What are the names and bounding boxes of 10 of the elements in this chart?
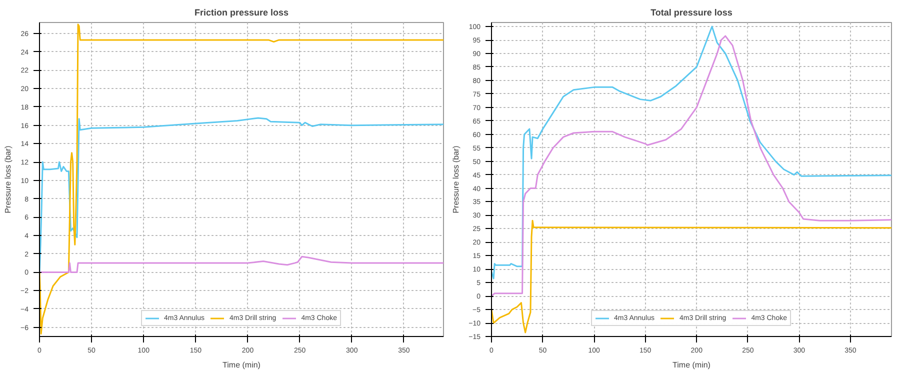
x-axis-title: Time (min) — [672, 360, 711, 370]
line-series — [40, 256, 444, 273]
x-axis-title: Time (min) — [222, 360, 261, 370]
chart-title: Total pressure loss — [650, 8, 732, 18]
chart-title: Friction pressure loss — [194, 8, 289, 18]
line-series — [40, 24, 444, 334]
line-series — [40, 117, 444, 273]
line-series — [492, 220, 892, 334]
y-axis-title: Pressure loss (bar) — [452, 145, 461, 214]
y-axis-title: Pressure loss (bar) — [4, 145, 13, 214]
